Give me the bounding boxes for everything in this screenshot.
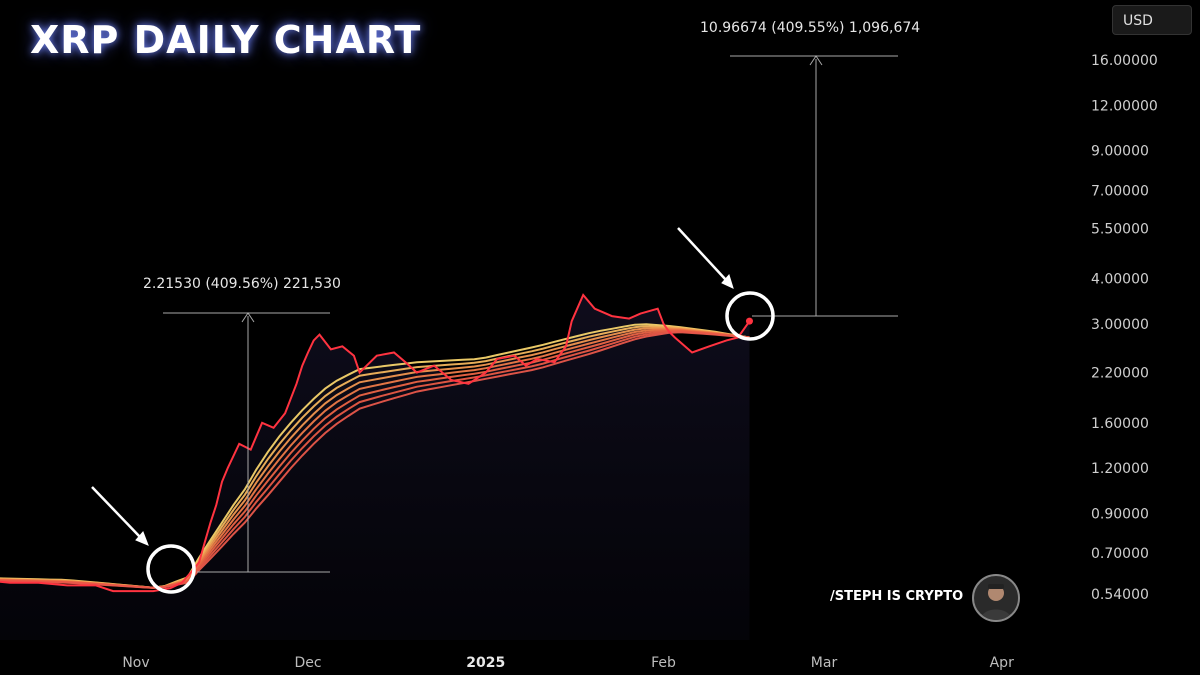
pointer-arrow-1-head — [135, 531, 149, 546]
price-area — [0, 295, 750, 640]
pointer-arrow-1-shaft — [91, 486, 141, 538]
y-tick-label: 4.00000 — [1091, 271, 1149, 287]
measure-tools — [163, 55, 898, 573]
x-tick-label: Apr — [990, 655, 1014, 671]
x-tick-label: Feb — [651, 655, 676, 671]
x-tick-label: Mar — [811, 655, 838, 671]
price-line — [0, 293, 751, 593]
x-tick-label: Nov — [122, 655, 149, 671]
avatar — [972, 574, 1020, 622]
y-tick-label: 0.54000 — [1091, 587, 1149, 603]
y-tick-label: 0.90000 — [1091, 506, 1149, 522]
price-line-layer — [0, 293, 753, 593]
y-tick-label: 16.00000 — [1091, 53, 1158, 69]
person-icon — [980, 584, 1012, 620]
y-tick-label: 7.00000 — [1091, 183, 1149, 199]
y-tick-label: 9.00000 — [1091, 144, 1149, 160]
measure-1-arrow-head — [241, 312, 255, 323]
y-axis: 16.00000 12.00000 9.00000 7.00000 5.50000 4.0… — [1091, 53, 1158, 603]
currency-button[interactable]: USD — [1112, 5, 1192, 35]
price-last-point — [745, 317, 753, 325]
highlight-circle-1 — [146, 544, 196, 594]
pointer-arrow-2-head — [721, 273, 734, 289]
price-area-fill — [0, 295, 750, 640]
markers — [91, 227, 775, 594]
y-tick-label: 5.50000 — [1091, 221, 1149, 237]
x-tick-label: 2025 — [466, 655, 505, 671]
y-tick-label: 2.20000 — [1091, 366, 1149, 382]
y-tick-label: 12.00000 — [1091, 98, 1158, 114]
measure-annotation-1: 2.21530 (409.56%) 221,530 — [143, 276, 341, 292]
y-tick-label: 3.00000 — [1091, 317, 1149, 333]
y-tick-label: 1.20000 — [1091, 461, 1149, 477]
x-axis: Nov Dec 2025 Feb Mar Apr — [122, 655, 1014, 671]
ma-ribbon-line-7 — [0, 331, 750, 589]
y-tick-label: 1.60000 — [1091, 416, 1149, 432]
x-tick-label: Dec — [294, 655, 321, 671]
highlight-circle-2 — [725, 291, 775, 341]
measure-annotation-2: 10.96674 (409.55%) 1,096,674 — [700, 20, 921, 36]
author-watermark: /STEPH IS CRYPTO — [830, 589, 964, 604]
pointer-arrow-2-shaft — [677, 227, 727, 281]
y-tick-label: 0.70000 — [1091, 546, 1149, 562]
measure-2-arrow-head — [809, 55, 823, 66]
chart-title: XRP DAILY CHART — [30, 18, 422, 62]
ma-ribbon — [0, 323, 750, 589]
